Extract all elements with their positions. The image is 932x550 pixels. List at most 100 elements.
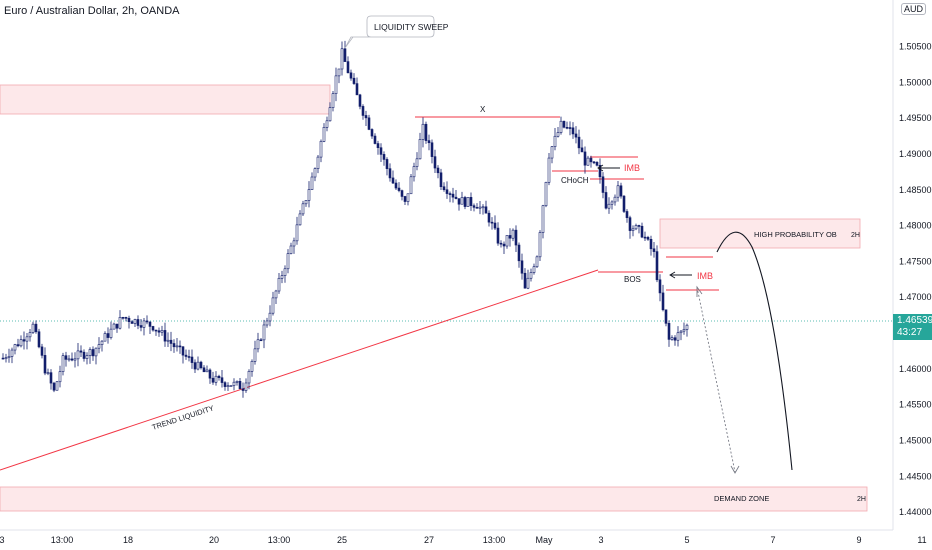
- candle-body-bear: [373, 135, 377, 144]
- candle-body-bear: [508, 235, 512, 239]
- candle-body-bull: [685, 324, 689, 330]
- candle: [388, 163, 392, 182]
- candle: [34, 320, 38, 334]
- price-axis[interactable]: 1.50500 1.50000 1.49500 1.49000 1.48500 1.480…: [899, 42, 932, 518]
- candle-body-bull: [46, 372, 50, 374]
- candle: [523, 268, 527, 289]
- last-price-value: 1.46539: [897, 315, 932, 326]
- currency-badge[interactable]: AUD: [901, 3, 927, 15]
- candle: [445, 181, 449, 199]
- candle: [310, 172, 314, 190]
- candle-body-bull: [13, 344, 17, 351]
- candle: [76, 342, 80, 367]
- candle-body-bull: [109, 328, 113, 338]
- candle: [88, 347, 92, 364]
- x-tick-label: 7: [770, 535, 775, 545]
- candle: [478, 200, 482, 215]
- candle-body-bear: [64, 355, 68, 360]
- projection-path: [716, 231, 793, 471]
- candle: [493, 215, 497, 231]
- candle: [499, 240, 503, 248]
- candle: [652, 241, 656, 258]
- candle: [289, 242, 293, 255]
- candle-body-bear: [514, 229, 518, 246]
- imb-2-label: IMB: [697, 271, 713, 281]
- candle: [565, 121, 569, 130]
- candle-body-bear: [661, 292, 665, 311]
- candle-body-bear: [148, 321, 152, 327]
- candle: [427, 134, 431, 151]
- candle: [343, 40, 347, 62]
- candle: [46, 368, 50, 376]
- demand-zone-tf: 2H: [857, 496, 866, 503]
- candle-body-bear: [598, 165, 602, 178]
- candle: [490, 217, 494, 230]
- candle: [520, 253, 524, 280]
- candle: [226, 382, 230, 392]
- candle: [385, 157, 389, 176]
- candle: [286, 249, 290, 274]
- candle: [229, 385, 233, 387]
- candle-body-bear: [181, 346, 185, 356]
- candle: [169, 331, 173, 352]
- liquidity-sweep-label: LIQUIDITY SWEEP: [374, 22, 449, 32]
- drawings-layer: [0, 116, 793, 474]
- candle-body-bull: [613, 196, 617, 203]
- candle: [220, 370, 224, 388]
- candle-body-bear: [571, 127, 575, 135]
- candle-body-bull: [256, 339, 260, 350]
- candle-body-bull: [319, 141, 323, 158]
- candle-body-bull: [235, 381, 239, 383]
- candle: [610, 200, 614, 210]
- candle-body-bull: [412, 166, 416, 178]
- candle: [640, 222, 644, 239]
- candle: [109, 321, 113, 340]
- candle-body-bear: [400, 190, 404, 197]
- time-axis[interactable]: 3 13:00 18 20 13:00 25 27 13:00 May 3 5 7 9 11: [0, 535, 927, 545]
- candle: [64, 351, 68, 367]
- candle: [469, 192, 473, 211]
- candle: [238, 377, 242, 390]
- candle: [256, 332, 260, 353]
- x-label: X: [480, 105, 486, 114]
- candle: [481, 204, 485, 215]
- candle: [505, 235, 509, 249]
- candle: [145, 315, 149, 325]
- candle: [166, 332, 170, 347]
- candle: [334, 67, 338, 102]
- candle-body-bull: [316, 156, 320, 169]
- candle-body-bull: [322, 127, 326, 142]
- candle: [655, 245, 659, 283]
- candle: [157, 327, 161, 337]
- candle-body-bear: [106, 333, 110, 338]
- candle: [430, 139, 434, 164]
- candle: [73, 352, 77, 368]
- candle: [358, 93, 362, 110]
- candle: [535, 255, 539, 269]
- candle: [670, 335, 674, 341]
- high-prob-ob-zone: [659, 218, 861, 249]
- candle-body-bear: [193, 362, 197, 370]
- candle-body-bull: [142, 320, 146, 328]
- candle-body-bear: [643, 236, 647, 239]
- candle: [178, 340, 182, 354]
- candle: [133, 318, 137, 327]
- candle: [484, 200, 488, 214]
- candle-body-bear: [640, 225, 644, 238]
- candle: [340, 41, 344, 76]
- candle-body-bull: [526, 277, 530, 289]
- candle: [607, 197, 611, 214]
- candle: [382, 151, 386, 166]
- candle: [682, 322, 686, 335]
- candle: [415, 152, 419, 171]
- candle-body-bear: [202, 367, 206, 373]
- candle-body-bear: [562, 120, 566, 128]
- candle: [205, 365, 209, 373]
- candle-body-bear: [79, 350, 83, 353]
- candle-body-bull: [505, 235, 509, 247]
- candle-body-bull: [340, 48, 344, 70]
- candle-body-bull: [616, 185, 620, 198]
- x-tick-label: 11: [917, 535, 926, 545]
- x-tick-label: 13:00: [268, 535, 291, 545]
